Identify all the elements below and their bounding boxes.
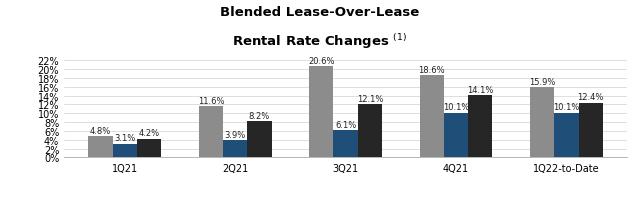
Text: 10.1%: 10.1% <box>443 103 469 112</box>
Bar <box>223 140 247 158</box>
Bar <box>88 137 113 158</box>
Text: 14.1%: 14.1% <box>467 85 493 94</box>
Bar <box>333 131 358 158</box>
Bar <box>530 88 554 158</box>
Legend: New lease, Renewal lease, Blended: New lease, Renewal lease, Blended <box>188 201 413 202</box>
Bar <box>199 107 223 158</box>
Bar <box>113 144 137 158</box>
Text: 4.8%: 4.8% <box>90 126 111 135</box>
Bar <box>247 122 271 158</box>
Bar <box>468 96 492 158</box>
Bar <box>358 104 382 158</box>
Text: Rental Rate Changes $^{(1)}$: Rental Rate Changes $^{(1)}$ <box>232 32 408 51</box>
Text: 8.2%: 8.2% <box>249 111 270 120</box>
Bar <box>444 113 468 158</box>
Bar <box>420 76 444 158</box>
Text: 4.2%: 4.2% <box>138 129 159 138</box>
Text: 3.1%: 3.1% <box>114 134 136 143</box>
Text: 15.9%: 15.9% <box>529 77 556 86</box>
Text: Blended Lease-Over-Lease: Blended Lease-Over-Lease <box>220 6 420 19</box>
Text: 12.1%: 12.1% <box>356 94 383 103</box>
Text: 20.6%: 20.6% <box>308 57 335 66</box>
Text: 10.1%: 10.1% <box>553 103 580 112</box>
Text: 3.9%: 3.9% <box>225 130 246 139</box>
Bar <box>579 103 603 158</box>
Text: 11.6%: 11.6% <box>198 96 224 105</box>
Bar <box>137 139 161 158</box>
Text: 12.4%: 12.4% <box>577 93 604 102</box>
Bar <box>309 67 333 158</box>
Text: 6.1%: 6.1% <box>335 121 356 129</box>
Bar <box>554 113 579 158</box>
Text: 18.6%: 18.6% <box>419 66 445 75</box>
